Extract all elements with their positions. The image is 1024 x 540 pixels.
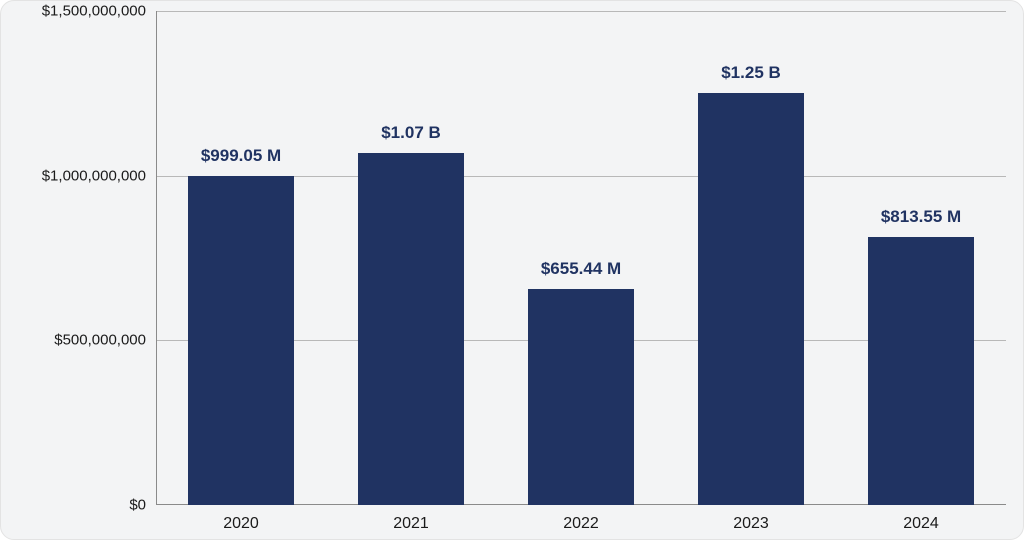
bar-value-label: $1.25 B [721,63,781,83]
gridline [156,11,1006,12]
x-tick-label: 2023 [733,505,769,533]
y-tick-label: $500,000,000 [54,332,156,349]
y-tick-label: $1,500,000,000 [42,3,156,20]
x-tick-label: 2021 [393,505,429,533]
x-tick-label: 2022 [563,505,599,533]
bar-value-label: $655.44 M [541,259,621,279]
bar [868,237,973,505]
x-tick-label: 2024 [903,505,939,533]
bar-value-label: $813.55 M [881,207,961,227]
bar-value-label: $999.05 M [201,146,281,166]
y-axis-line [156,11,157,505]
chart-card: $0 $500,000,000 $1,000,000,000 $1,500,000,0… [0,0,1024,540]
y-tick-label: $1,000,000,000 [42,167,156,184]
bar [188,176,293,505]
bar-value-label: $1.07 B [381,123,441,143]
bar [358,153,463,505]
plot-area: $0$500,000,000$1,000,000,000$1,500,000,0… [156,11,1006,505]
bar [698,93,803,505]
bar [528,289,633,505]
y-tick-label: $0 [129,497,156,514]
x-tick-label: 2020 [223,505,259,533]
